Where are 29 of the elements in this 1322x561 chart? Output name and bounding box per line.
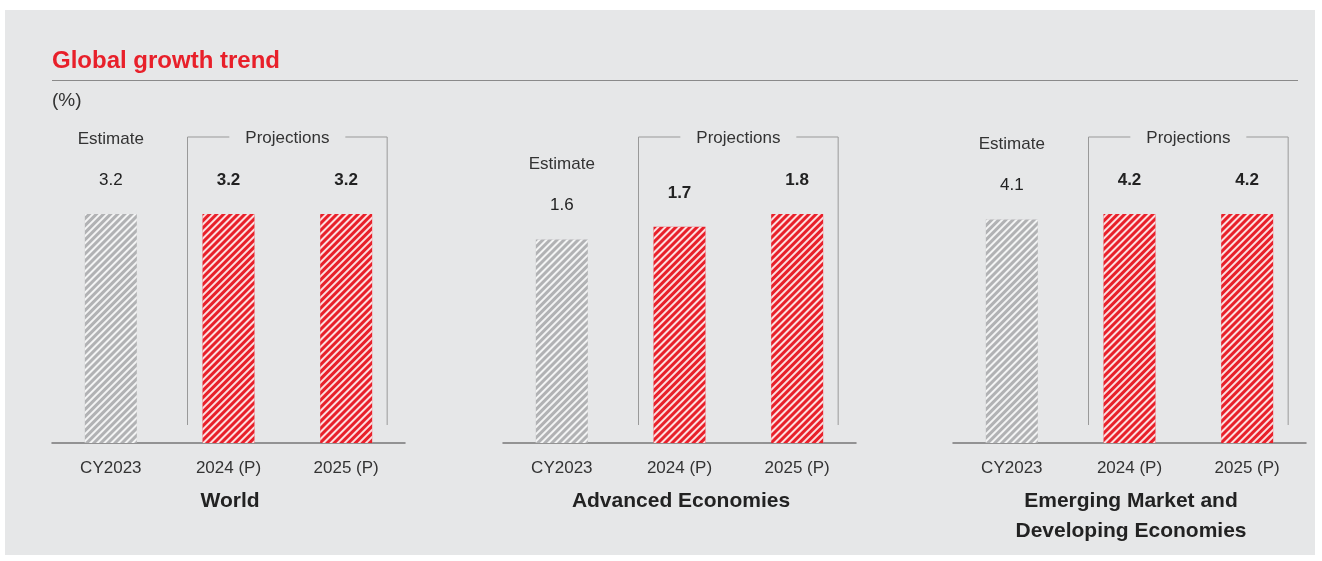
data-label: 1.6: [550, 195, 574, 215]
x-axis-title: World: [199, 487, 261, 513]
x-axis-title: Advanced Economies: [570, 487, 792, 513]
chart-title: Global growth trend: [52, 46, 280, 74]
text: Projections: [1146, 127, 1231, 147]
x-tick-label: 2025 (P): [1214, 458, 1280, 477]
x-tick-label: CY2023: [80, 458, 142, 477]
text: Projections: [696, 127, 781, 147]
text: Estimate: [528, 153, 595, 173]
text: Projections: [245, 127, 330, 147]
text: Estimate: [77, 128, 144, 148]
data-label: 3.2: [334, 170, 358, 189]
data-label: 1.8: [785, 170, 809, 189]
data-label: 4.2: [1117, 170, 1142, 189]
data-label: 3.2: [216, 170, 241, 189]
data-label: 1.7: [667, 182, 692, 202]
data-label: 4.2: [1235, 170, 1259, 189]
text: Estimate: [978, 133, 1045, 153]
y-axis-title: (%): [52, 89, 82, 111]
x-tick-label: 2024 (P): [195, 458, 262, 477]
x-tick-label: 2025 (P): [313, 458, 379, 477]
data-label: 4.1: [1000, 175, 1024, 195]
x-tick-label: 2025 (P): [764, 458, 830, 477]
x-tick-label: CY2023: [531, 458, 593, 477]
x-axis-title: Emerging Market and Developing Economies: [1014, 487, 1248, 543]
x-tick-label: 2024 (P): [1096, 458, 1163, 477]
x-tick-label: CY2023: [981, 458, 1043, 477]
data-label: 3.2: [99, 170, 123, 189]
x-tick-label: 2024 (P): [646, 458, 713, 477]
